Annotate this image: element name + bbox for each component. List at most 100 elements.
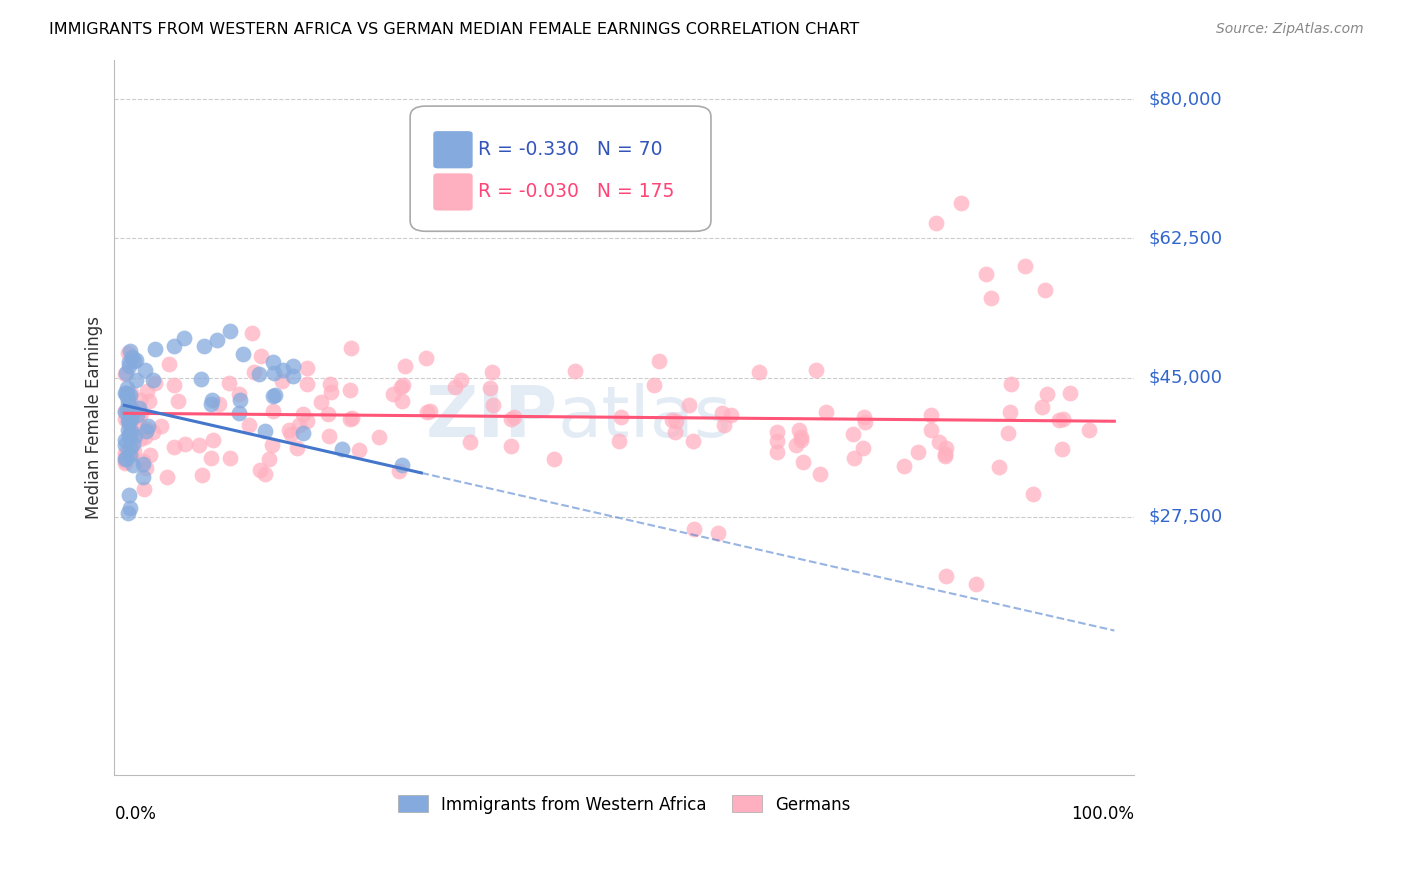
Point [974,267,997,281]
Point [114,367,136,381]
Point [928,434,950,449]
Point [339,411,361,425]
Point [125,373,148,387]
Point [1031,401,1053,415]
Point [789,423,811,437]
Point [129,406,152,420]
Point [260,438,283,452]
Point [127,408,149,422]
Point [122,458,145,472]
Point [135,461,157,475]
Point [132,454,155,468]
Point [166,394,188,409]
Point [852,409,875,424]
Point [665,414,688,428]
Point [134,430,156,444]
Text: ZIP: ZIP [426,383,558,451]
Point [134,425,156,439]
Point [391,394,413,409]
Y-axis label: Median Female Earnings: Median Female Earnings [86,316,103,519]
Point [262,389,284,403]
Point [1000,376,1022,391]
Point [201,433,224,447]
Point [114,411,136,425]
Point [295,414,318,428]
Point [893,458,915,473]
Point [118,417,141,432]
Point [661,413,683,427]
Point [1052,442,1074,456]
Text: atlas: atlas [558,383,733,451]
Point [935,442,957,456]
Point [249,463,271,477]
Point [853,415,876,429]
Point [481,366,503,380]
Point [482,398,505,412]
Point [117,506,139,520]
Point [297,361,319,376]
Point [648,354,671,368]
Point [129,392,152,407]
Point [980,291,1002,305]
Point [907,444,929,458]
Point [444,380,467,394]
Point [257,451,280,466]
Point [201,393,224,408]
Point [238,418,260,433]
FancyBboxPatch shape [433,130,474,169]
Point [935,569,957,583]
Point [114,404,136,418]
Point [367,430,389,444]
Point [134,363,156,377]
Text: $27,500: $27,500 [1149,508,1222,525]
Point [278,423,301,437]
Point [790,433,813,447]
Point [340,341,363,355]
Point [347,442,370,457]
Point [118,344,141,359]
Point [678,399,700,413]
Point [115,386,138,401]
Point [218,324,240,338]
Point [790,430,813,444]
Point [193,339,215,353]
Point [920,423,942,437]
Point [139,448,162,462]
Point [249,367,271,381]
Point [748,365,770,379]
Point [450,373,472,387]
Point [218,376,240,390]
Point [228,386,250,401]
Point [125,352,148,367]
Text: R = -0.330   N = 70: R = -0.330 N = 70 [478,140,664,160]
Point [118,359,141,373]
Point [117,398,139,412]
Point [415,351,437,366]
Point [381,387,404,401]
Point [117,388,139,402]
Point [1078,423,1101,437]
Point [128,432,150,446]
Point [543,451,565,466]
Point [114,451,136,466]
Point [114,437,136,451]
Point [416,404,439,418]
Point [118,501,141,516]
Point [122,444,145,458]
Point [157,357,180,371]
Point [291,407,314,421]
Point [114,385,136,400]
Point [121,351,143,365]
Point [174,436,197,450]
Point [682,434,704,448]
Point [118,444,141,458]
Point [124,354,146,368]
Point [115,367,138,381]
Point [1021,487,1043,501]
Point [122,402,145,417]
Point [288,418,311,433]
Point [388,463,411,477]
Point [271,362,294,376]
Point [117,442,139,456]
Point [458,434,481,449]
